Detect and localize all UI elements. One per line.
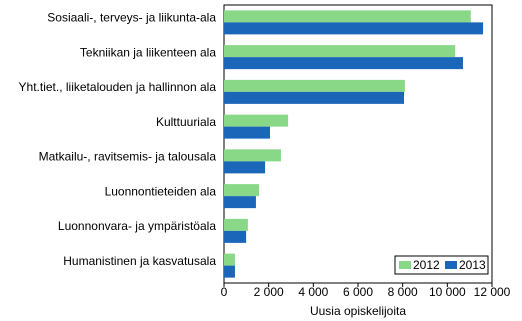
x-tick-label: 8 000 [388,285,418,299]
legend-swatch [399,261,411,269]
x-tick-label: 0 [221,285,228,299]
y-tick-label: Luonnonvara- ja ympäristöala [58,219,216,233]
y-tick-label: Luonnontieteiden ala [105,184,217,198]
x-tick-label: 4 000 [298,285,328,299]
y-tick-label: Yht.tiet., liiketalouden ja hallinnon al… [19,80,217,94]
y-tick-label: Humanistinen ja kasvatusala [63,254,216,268]
x-tick-label: 10 000 [429,285,466,299]
x-tick-label: 6 000 [343,285,373,299]
bar [224,253,235,266]
y-tick-label: Tekniikan ja liikenteen ala [80,45,216,59]
x-tick-label: 12 000 [474,285,511,299]
bar [224,184,260,197]
bar [224,126,271,139]
bar [224,218,248,231]
legend-label: 2013 [459,258,486,272]
legend-label: 2012 [413,258,440,272]
bar [224,230,247,243]
y-tick-label: Matkailu-, ravitsemis- ja talousala [39,150,217,164]
x-tick-label: 2 000 [254,285,284,299]
bar [224,161,266,174]
legend-box [394,255,489,275]
bar [224,265,235,278]
bar [224,149,281,162]
y-tick-label: Kulttuuriala [156,115,216,129]
legend-swatch [445,261,457,269]
bar [224,91,405,104]
bar [224,196,256,209]
bar [224,10,471,23]
bar [224,57,463,70]
bar [224,114,289,127]
bar [224,22,484,35]
bar [224,45,456,58]
x-axis-label: Uusia opiskelijoita [310,304,406,318]
y-tick-label: Sosiaali-, terveys- ja liikunta-ala [47,11,216,25]
bar [224,79,405,92]
